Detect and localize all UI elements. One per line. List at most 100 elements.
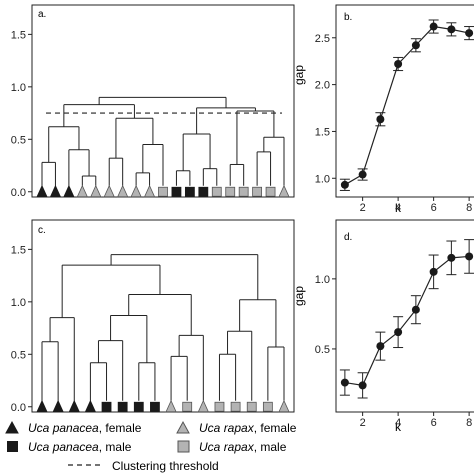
a-leaf-triangle — [76, 184, 88, 198]
d-data-point — [411, 305, 420, 314]
legend-species: rapax — [224, 440, 255, 454]
d-x-tick-label: 4 — [395, 417, 401, 429]
panel-b-gap-plot: b. gap k 1.0 1.5 2.0 2.5 2 4 6 8 — [292, 4, 474, 215]
a-leaf-square — [158, 186, 168, 197]
legend-genus: Uca — [199, 421, 221, 435]
c-leaf-square — [133, 401, 144, 412]
a-y-tick-label: 1.5 — [11, 29, 26, 41]
b-y-tick-label: 1.5 — [315, 126, 330, 138]
legend: Uca panacea, female Uca rapax, female Uc… — [5, 420, 297, 473]
d-data-point — [376, 342, 385, 351]
d-y-tick-label: 1.0 — [315, 274, 330, 286]
panel-c-tree — [41, 254, 285, 401]
b-data-point — [465, 29, 474, 38]
legend-species: panacea — [52, 421, 99, 435]
d-data-point — [358, 381, 367, 390]
b-series-line — [344, 25, 470, 186]
a-leaf-triangle — [103, 184, 115, 198]
b-data-point — [394, 60, 403, 69]
legend-genus: Uca — [28, 421, 50, 435]
a-y-tick-label: 0.5 — [11, 134, 26, 146]
a-leaf-triangle — [117, 184, 129, 198]
panel-a-frame — [31, 4, 295, 198]
d-data-point — [394, 328, 403, 337]
panel-c-label: c. — [38, 225, 46, 236]
b-x-tick-label: 4 — [395, 202, 401, 214]
legend-sex: , male — [99, 440, 132, 454]
d-data-point — [340, 378, 349, 387]
legend-item-panacea-male: Uca panacea, male — [7, 440, 132, 454]
panel-d-x-axis-label: k — [395, 420, 402, 434]
legend-label-panacea-female: Uca panacea, female — [28, 421, 142, 435]
b-data-point — [447, 25, 456, 34]
legend-label-rapax-male: Uca rapax, male — [199, 440, 287, 454]
c-y-tick-label: 1.5 — [11, 244, 26, 256]
a-leaf-square — [171, 186, 182, 197]
a-leaf-square — [198, 186, 209, 197]
a-leaf-square — [265, 186, 276, 197]
panel-a-tree — [41, 96, 285, 186]
panel-c-y-axis: 0.0 0.5 1.0 1.5 — [11, 244, 32, 414]
c-leaf-triangle — [197, 399, 209, 413]
b-y-tick-label: 2.5 — [315, 33, 330, 45]
c-leaf-triangle — [52, 399, 64, 413]
b-y-tick-label: 2.0 — [315, 80, 330, 92]
d-x-tick-label: 8 — [466, 417, 472, 429]
a-leaf-square — [252, 186, 263, 197]
panel-c-leaves — [36, 399, 290, 413]
legend-species: panacea — [52, 440, 99, 454]
panel-a-y-axis: 0.0 0.5 1.0 1.5 — [11, 29, 32, 199]
legend-sex: , male — [254, 440, 287, 454]
b-data-point — [411, 41, 420, 50]
c-leaf-triangle — [68, 399, 80, 413]
legend-threshold-label: Clustering threshold — [112, 459, 219, 473]
d-data-point — [429, 267, 438, 276]
a-leaf-triangle — [63, 184, 75, 198]
c-leaf-triangle — [84, 399, 97, 413]
a-leaf-triangle — [278, 184, 290, 198]
panel-a-label: a. — [38, 9, 46, 20]
a-y-tick-label: 0.0 — [11, 187, 26, 199]
panel-a-dendrogram: a. 0.0 0.5 1.0 1.5 — [11, 4, 295, 199]
panel-b-series — [339, 19, 474, 191]
c-leaf-triangle — [278, 399, 290, 413]
a-leaf-triangle — [130, 184, 142, 198]
legend-label-panacea-male: Uca panacea, male — [28, 440, 132, 454]
panel-d-y-axis-label: gap — [292, 286, 306, 306]
b-y-tick-label: 1.0 — [315, 173, 330, 185]
panel-b-x-axis-label: k — [395, 201, 402, 215]
legend-sex: , female — [254, 421, 297, 435]
c-leaf-square — [182, 401, 193, 412]
panel-d-frame — [335, 219, 474, 413]
legend-black-triangle — [5, 420, 19, 434]
legend-item-threshold: Clustering threshold — [68, 459, 219, 473]
a-leaf-triangle — [143, 184, 156, 198]
a-y-tick-label: 1.0 — [11, 82, 26, 94]
panel-c-frame — [31, 219, 295, 413]
b-x-tick-label: 2 — [360, 202, 366, 214]
b-data-point — [358, 170, 367, 179]
a-leaf-square — [211, 186, 222, 197]
c-leaf-triangle — [36, 399, 48, 413]
legend-item-rapax-male: Uca rapax, male — [177, 440, 287, 454]
a-leaf-square — [225, 186, 236, 197]
c-y-tick-label: 0.0 — [11, 402, 26, 414]
c-leaf-square — [230, 401, 241, 412]
d-series-line — [344, 255, 470, 387]
b-x-tick-label: 8 — [466, 202, 472, 214]
panel-b-y-axis-label: gap — [292, 65, 306, 85]
panel-d-gap-plot: d. gap k 0.5 1.0 2 4 6 8 — [292, 219, 474, 434]
panel-b-frame — [335, 4, 474, 198]
d-data-point — [465, 252, 474, 261]
legend-species: rapax — [224, 421, 255, 435]
panel-c-dendrogram: c. 0.0 0.5 1.0 1.5 — [11, 219, 295, 414]
d-y-tick-label: 0.5 — [315, 344, 330, 356]
c-leaf-square — [262, 401, 273, 412]
c-leaf-square — [214, 401, 225, 412]
legend-label-rapax-female: Uca rapax, female — [199, 421, 297, 435]
panel-b-axes: 1.0 1.5 2.0 2.5 2 4 6 8 — [315, 33, 472, 214]
c-leaf-square — [150, 401, 160, 412]
legend-genus: Uca — [199, 440, 221, 454]
panel-d-axes: 0.5 1.0 2 4 6 8 — [315, 274, 472, 429]
